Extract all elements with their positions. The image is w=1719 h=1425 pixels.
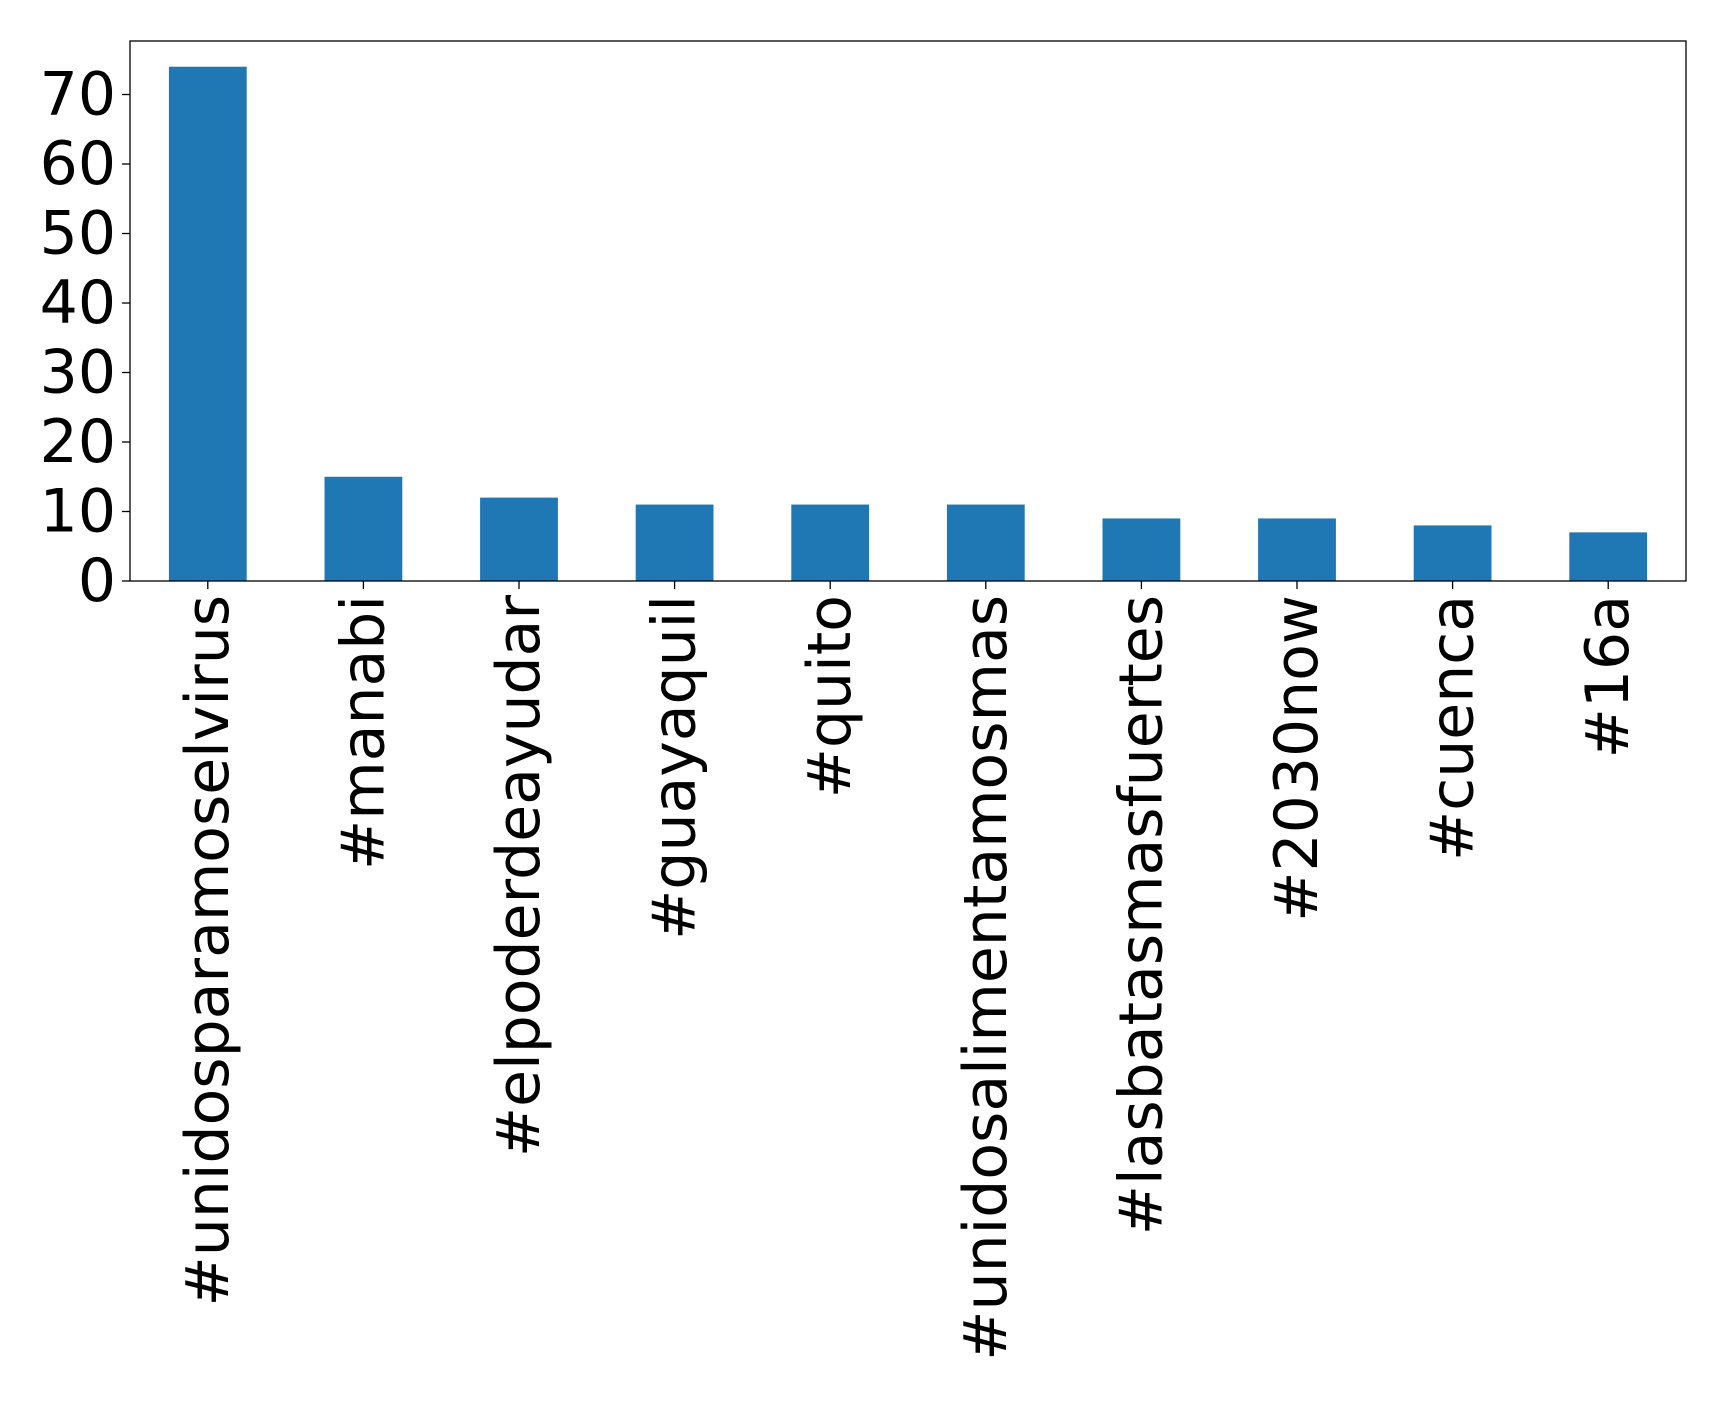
x-tick-label: #lasbatasmasfuertes bbox=[1106, 595, 1176, 1235]
y-tick-label: 20 bbox=[40, 407, 116, 477]
bar bbox=[480, 497, 558, 581]
plot-frame bbox=[129, 40, 1687, 582]
bar bbox=[1258, 518, 1336, 581]
bar bbox=[635, 504, 714, 581]
bar bbox=[1102, 518, 1181, 581]
bar bbox=[791, 504, 870, 581]
bar bbox=[324, 476, 403, 581]
y-tick-label: 10 bbox=[40, 477, 116, 547]
y-tick-label: 70 bbox=[40, 60, 116, 130]
bar bbox=[946, 504, 1025, 581]
bars bbox=[168, 66, 1648, 581]
x-tick-label: #guayaquil bbox=[640, 595, 710, 940]
y-tick-label: 0 bbox=[78, 546, 116, 616]
y-tick-label: 40 bbox=[40, 268, 116, 338]
bar bbox=[1413, 525, 1492, 581]
x-tick-label: #16a bbox=[1573, 595, 1643, 758]
x-tick-label: #quito bbox=[795, 595, 865, 798]
bar bbox=[168, 66, 247, 581]
y-tick-label: 30 bbox=[40, 338, 116, 408]
y-tick-label: 50 bbox=[40, 199, 116, 269]
x-tick-label: #cuenca bbox=[1418, 595, 1488, 861]
x-tick-label: #unidosalimentamosmas bbox=[951, 595, 1021, 1361]
x-tick-label: #unidosparamoselvirus bbox=[173, 595, 243, 1306]
bar bbox=[1569, 532, 1648, 581]
x-tick-label: #manabi bbox=[328, 595, 398, 870]
x-axis: #unidosparamoselvirus #manabi #elpoderdeay… bbox=[173, 581, 1643, 1361]
y-tick-label: 60 bbox=[40, 129, 116, 199]
x-tick-label: #2030now bbox=[1262, 595, 1332, 922]
x-tick-label: #elpoderdeayudar bbox=[484, 595, 554, 1157]
